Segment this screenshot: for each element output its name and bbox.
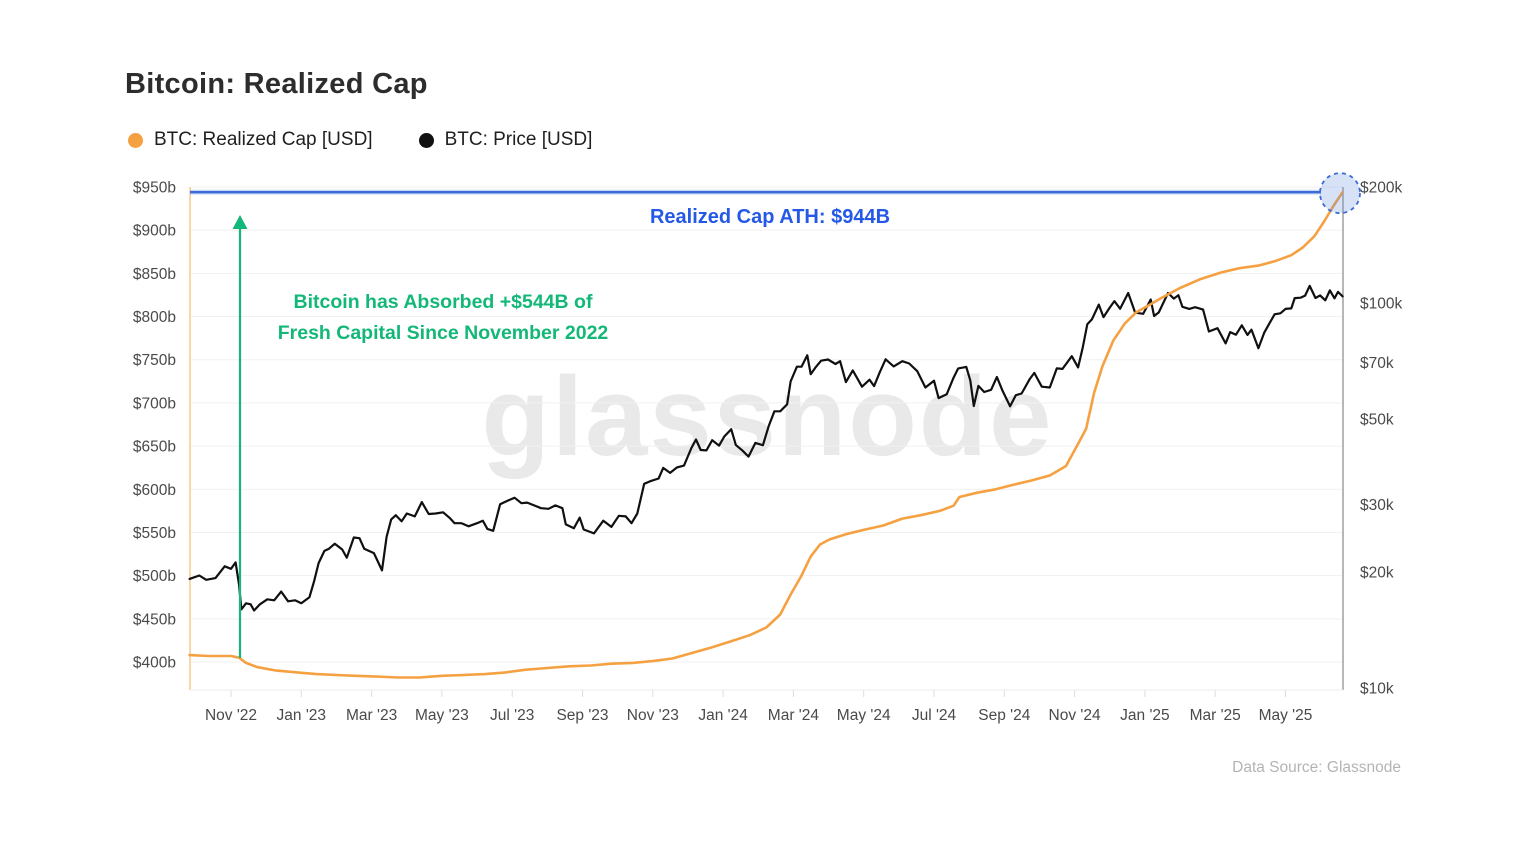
y-right-tick-label: $20k: [1360, 565, 1394, 582]
legend-label-price: BTC: Price [USD]: [444, 129, 593, 150]
x-tick-label: Jan '23: [277, 707, 327, 724]
realized-cap-dot-icon: [128, 132, 143, 148]
y-left-tick-label: $950b: [133, 180, 176, 197]
y-right-tick-label: $10k: [1360, 681, 1394, 698]
y-right-tick-label: $100k: [1360, 295, 1402, 312]
x-tick-label: Mar '24: [768, 707, 820, 724]
y-left-tick-label: $800b: [133, 309, 176, 326]
x-tick-label: May '24: [837, 707, 891, 724]
x-tick-label: Mar '25: [1190, 707, 1241, 724]
ath-annotation: Realized Cap ATH: $944B: [649, 206, 891, 228]
y-left-tick-label: $750b: [133, 352, 176, 369]
y-right-tick-label: $70k: [1360, 355, 1394, 372]
x-tick-label: Jul '23: [490, 707, 534, 724]
y-left-tick-label: $700b: [133, 395, 176, 412]
glassnode-watermark: glassnode: [481, 354, 1054, 479]
legend: BTC: Realized Cap [USD] BTC: Price [USD]: [128, 129, 592, 151]
y-left-tick-label: $900b: [133, 223, 176, 240]
x-tick-label: May '23: [415, 707, 469, 724]
realized-cap-line: [188, 190, 1344, 679]
x-tick-label: Jul '24: [912, 707, 957, 724]
y-right-tick-label: $30k: [1360, 497, 1394, 514]
y-left-tick-label: $400b: [133, 655, 176, 672]
y-right-tick-label: $200k: [1360, 180, 1402, 197]
y-left-tick-label: $450b: [133, 611, 176, 628]
data-source: Data Source: Glassnode: [1232, 759, 1401, 776]
absorbed-annotation: Bitcoin has Absorbed +$544B of Fresh Cap…: [210, 287, 676, 349]
x-tick-label: Nov '22: [205, 707, 257, 724]
y-left-tick-label: $850b: [133, 266, 176, 283]
absorbed-arrow-head-icon: [232, 215, 248, 229]
price-dot-icon: [418, 132, 434, 148]
x-tick-label: Mar '23: [346, 707, 397, 724]
y-right-tick-label: $50k: [1360, 411, 1394, 428]
x-tick-label: Sep '23: [556, 707, 608, 724]
y-left-tick-label: $500b: [133, 568, 176, 585]
x-tick-label: Sep '24: [978, 707, 1030, 724]
x-tick-label: Nov '24: [1049, 707, 1101, 724]
ath-highlight-circle-icon: [1319, 172, 1361, 215]
absorbed-annotation-line2: Fresh Capital Since November 2022: [277, 322, 609, 344]
x-tick-label: Jan '25: [1120, 707, 1170, 724]
legend-item-realized-cap: BTC: Realized Cap [USD]: [128, 129, 373, 151]
legend-item-price: BTC: Price [USD]: [418, 129, 593, 151]
x-tick-label: Jan '24: [698, 707, 748, 724]
y-left-tick-label: $550b: [133, 525, 176, 542]
x-tick-label: May '25: [1259, 707, 1313, 724]
legend-label-realized-cap: BTC: Realized Cap [USD]: [154, 129, 373, 150]
absorbed-annotation-line1: Bitcoin has Absorbed +$544B of: [293, 291, 593, 313]
page-title: Bitcoin: Realized Cap: [125, 68, 428, 100]
y-left-tick-label: $650b: [133, 439, 176, 456]
y-left-tick-label: $600b: [133, 482, 176, 499]
x-tick-label: Nov '23: [627, 707, 679, 724]
